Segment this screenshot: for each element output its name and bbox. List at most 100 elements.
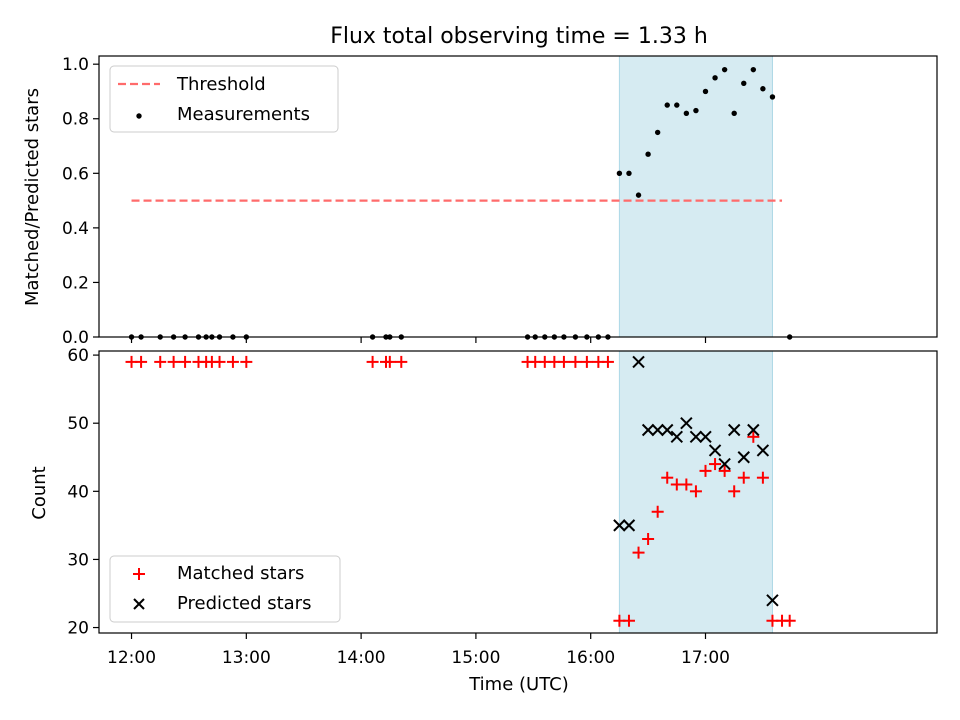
matched-star-point — [728, 485, 741, 498]
measurement-point — [674, 102, 680, 108]
x-tick-label: 15:00 — [451, 648, 500, 668]
predicted-star-point — [689, 430, 703, 444]
matched-star-point — [622, 614, 635, 627]
legend-predicted-label: Predicted stars — [177, 593, 311, 614]
count-panel: 20 30 40 50 60 12:00 13:00 14:00 15:00 16:00 17:0… — [29, 346, 938, 695]
y-ticks: 0.0 0.2 0.4 0.6 0.8 1.0 — [62, 55, 99, 348]
y-tick-label: 0.0 — [62, 328, 89, 348]
predicted-star-point — [622, 519, 636, 532]
predicted-star-point — [747, 423, 760, 437]
measurement-point — [626, 170, 632, 177]
x-tick-label: 16:00 — [566, 648, 615, 668]
x-ticks: 12:00 13:00 14:00 15:00 16:00 17:00 — [107, 633, 730, 668]
matched-star-point — [680, 478, 693, 491]
matched-star-point — [642, 533, 655, 545]
matched-star-point — [737, 471, 750, 484]
matched-star-point — [167, 355, 180, 368]
y-tick-label: 50 — [67, 414, 89, 434]
highlight-span — [618, 55, 773, 338]
measurement-point — [741, 80, 747, 86]
matched-star-point — [747, 430, 760, 443]
measurement-point — [712, 75, 718, 81]
y-tick-label: 60 — [67, 346, 89, 366]
predicted-star-point — [651, 423, 664, 437]
legend: Matched stars Predicted stars — [109, 555, 341, 623]
predicted-star-point — [661, 423, 674, 437]
matched-star-point — [580, 355, 593, 368]
y-tick-label: 20 — [67, 619, 89, 639]
plot-frame — [98, 55, 938, 338]
matched-star-point — [709, 458, 722, 471]
predicted-star-point — [699, 430, 712, 444]
matched-star-point — [783, 614, 796, 627]
matched-star-point — [651, 505, 664, 518]
y-tick-label: 30 — [67, 550, 89, 570]
measurement-point — [683, 110, 690, 116]
predicted-star-point — [632, 355, 645, 369]
x-tick-label: 14:00 — [337, 648, 386, 668]
matched-star-point — [756, 471, 769, 484]
legend-measurements-label: Measurements — [177, 104, 310, 125]
y-tick-label: 0.6 — [62, 164, 89, 184]
measurement-point — [769, 94, 776, 100]
measurement-point — [654, 129, 661, 136]
legend-matched-label: Matched stars — [177, 563, 304, 584]
matched-star-point — [213, 355, 226, 368]
matched-star-point — [718, 464, 731, 477]
x-axis-label: Time (UTC) — [468, 674, 569, 695]
y-tick-label: 0.2 — [62, 273, 89, 293]
measurement-point — [693, 107, 699, 114]
matched-star-point — [383, 355, 396, 368]
y-axis-label: Count — [29, 466, 50, 519]
predicted-star-point — [680, 416, 693, 430]
predicted-star-point — [708, 444, 722, 457]
predicted-star-point — [766, 594, 779, 607]
matched-star-point — [569, 355, 582, 368]
plot-frame — [98, 350, 938, 634]
legend-threshold-label: Threshold — [176, 74, 266, 95]
y-tick-label: 0.4 — [62, 219, 89, 239]
legend-matched-swatch — [133, 568, 145, 580]
legend-measurements-swatch — [136, 113, 142, 119]
y-tick-label: 0.8 — [62, 110, 89, 130]
legend: Threshold Measurements — [109, 65, 339, 133]
legend-predicted-swatch — [133, 598, 145, 610]
matched-star-point — [699, 464, 712, 477]
matched-star-point — [135, 355, 148, 368]
x-ticks — [130, 337, 707, 343]
x-tick-label: 12:00 — [107, 648, 156, 668]
matched-star-point — [395, 355, 408, 368]
measurement-point — [664, 102, 670, 108]
matched-star-point — [240, 355, 253, 368]
predicted-star-point — [641, 423, 655, 437]
measurement-point — [760, 86, 766, 92]
measurement-point — [731, 110, 737, 116]
x-tick-label: 13:00 — [222, 648, 271, 668]
matched-star-point — [226, 355, 239, 368]
matched-star-point — [661, 471, 674, 484]
x-tick-label: 17:00 — [681, 648, 730, 668]
y-axis-label: Matched/Predicted stars — [22, 88, 43, 306]
matched-star-point — [689, 485, 702, 498]
predicted-stars-points — [613, 355, 779, 607]
predicted-star-point — [727, 423, 741, 437]
matched-star-point — [632, 546, 645, 559]
y-tick-label: 40 — [67, 482, 89, 502]
measurement-point — [721, 66, 728, 73]
measurement-point — [635, 192, 642, 198]
predicted-star-point — [670, 430, 684, 444]
legend-box — [109, 555, 341, 623]
measurement-point — [645, 151, 651, 157]
predicted-star-point — [756, 444, 770, 457]
predicted-star-point — [718, 457, 731, 471]
matched-star-point — [154, 355, 167, 368]
matched-star-point — [601, 355, 614, 368]
matched-star-point — [557, 355, 570, 368]
matched-star-point — [366, 355, 379, 368]
y-ticks: 20 30 40 50 60 — [67, 346, 99, 639]
measurement-point — [616, 170, 623, 177]
ratio-panel: 0.0 0.2 0.4 0.6 0.8 1.0 Matched/Predicted sta… — [22, 55, 938, 348]
measurement-point — [702, 88, 709, 95]
predicted-star-point — [613, 519, 626, 532]
